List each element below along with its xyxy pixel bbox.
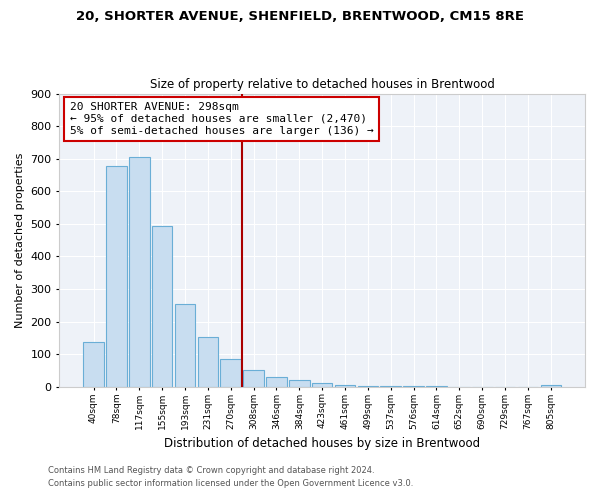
Title: Size of property relative to detached houses in Brentwood: Size of property relative to detached ho… [150, 78, 494, 91]
Y-axis label: Number of detached properties: Number of detached properties [15, 152, 25, 328]
Bar [83, 342, 104, 386]
Bar [541, 385, 561, 386]
Bar [106, 166, 127, 386]
Bar [289, 380, 310, 386]
Bar [220, 358, 241, 386]
Bar [312, 383, 332, 386]
Text: Contains HM Land Registry data © Crown copyright and database right 2024.
Contai: Contains HM Land Registry data © Crown c… [48, 466, 413, 487]
Bar [152, 226, 172, 386]
Bar [197, 336, 218, 386]
Bar [243, 370, 264, 386]
Bar [175, 304, 195, 386]
Text: 20 SHORTER AVENUE: 298sqm
← 95% of detached houses are smaller (2,470)
5% of sem: 20 SHORTER AVENUE: 298sqm ← 95% of detac… [70, 102, 374, 136]
Text: 20, SHORTER AVENUE, SHENFIELD, BRENTWOOD, CM15 8RE: 20, SHORTER AVENUE, SHENFIELD, BRENTWOOD… [76, 10, 524, 23]
Bar [266, 377, 287, 386]
X-axis label: Distribution of detached houses by size in Brentwood: Distribution of detached houses by size … [164, 437, 480, 450]
Bar [129, 157, 149, 386]
